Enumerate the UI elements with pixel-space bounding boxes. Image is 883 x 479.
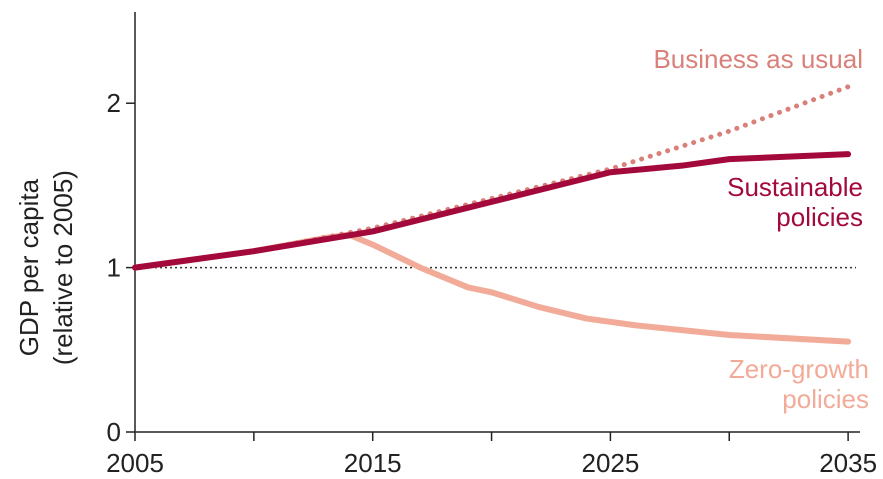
series-label: Zero-growth policies bbox=[728, 354, 869, 414]
x-tick-label: 2005 bbox=[106, 448, 164, 478]
y-tick-label: 2 bbox=[107, 88, 121, 118]
series-label: Sustainable policies bbox=[727, 172, 863, 232]
series-label: Business as usual bbox=[653, 44, 863, 74]
y-axis-label: GDP per capita bbox=[14, 178, 44, 356]
series-line bbox=[132, 151, 852, 271]
y-axis-label: (relative to 2005) bbox=[48, 170, 78, 365]
y-tick-label: 1 bbox=[107, 253, 121, 283]
x-tick-label: 2015 bbox=[344, 448, 402, 478]
y-tick-label: 0 bbox=[107, 417, 121, 447]
x-tick-label: 2035 bbox=[819, 448, 877, 478]
x-tick-label: 2025 bbox=[581, 448, 639, 478]
